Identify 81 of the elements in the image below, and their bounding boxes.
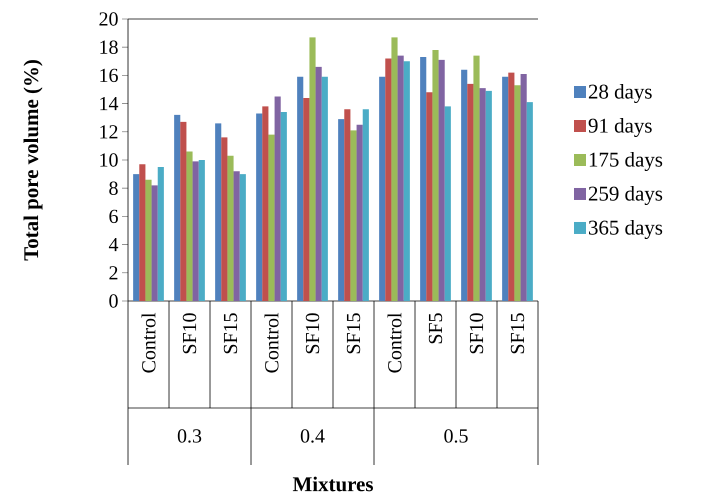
bar	[420, 57, 426, 301]
y-tick-label: 4	[108, 238, 118, 252]
legend-label: 91 days	[588, 118, 652, 138]
x-tick-label: SF15	[510, 313, 524, 354]
bar	[379, 76, 386, 301]
bar	[426, 92, 432, 301]
y-tick-label: 6	[109, 210, 118, 224]
bar	[280, 112, 287, 301]
bar	[145, 180, 152, 301]
bar	[486, 90, 492, 301]
bar	[274, 96, 281, 301]
bar	[316, 66, 322, 301]
bar	[473, 56, 480, 301]
bar	[322, 76, 328, 301]
bar	[174, 114, 180, 301]
bar	[240, 174, 246, 301]
x-tick-label: SF10	[470, 313, 484, 354]
x-tick-label: SF10	[182, 313, 196, 354]
x-tick-label: SF5	[428, 313, 442, 344]
x-tick-label: SF10	[306, 313, 320, 354]
text: 0.5	[444, 429, 468, 443]
bar	[262, 106, 268, 301]
bar	[234, 171, 240, 301]
bar	[152, 185, 158, 301]
bar	[227, 156, 234, 301]
bar	[480, 88, 486, 301]
legend-label: 28 days	[588, 84, 652, 104]
y-tick-label: 2	[109, 266, 118, 280]
legend-label: 259 days	[588, 186, 662, 206]
bar	[438, 60, 445, 301]
bar	[356, 124, 363, 301]
legend-label: 365 days	[588, 220, 662, 240]
x-tick-label: SF15	[346, 313, 360, 354]
bar	[526, 102, 533, 301]
bar	[158, 167, 164, 301]
x-axis-title: Mixtures	[292, 476, 373, 492]
bar	[398, 56, 404, 301]
bar	[444, 106, 451, 301]
bar	[432, 50, 439, 301]
bar	[344, 109, 350, 301]
bar	[186, 152, 193, 301]
bar	[520, 74, 527, 301]
text: 0.4	[300, 429, 325, 443]
bar	[256, 113, 262, 301]
bar	[215, 123, 222, 301]
y-tick-label: 16	[100, 68, 118, 82]
bar	[404, 61, 410, 301]
bar	[303, 98, 310, 301]
bar	[309, 37, 316, 301]
x-tick-label: Control	[387, 312, 402, 373]
bar	[502, 76, 508, 301]
x-tick-label: Control	[264, 312, 279, 373]
bar	[192, 161, 199, 301]
y-tick-label: 20	[99, 12, 118, 26]
x-tick-label: SF15	[224, 313, 238, 354]
bar	[514, 85, 521, 301]
bar	[362, 109, 369, 301]
y-axis-title: Total pore volume (%)	[24, 60, 42, 260]
y-tick-label: 18	[100, 40, 118, 54]
text: 0.3	[178, 429, 202, 443]
bar	[221, 137, 228, 301]
x-tick-label: Control	[141, 312, 156, 373]
bar	[467, 84, 474, 301]
bar	[461, 70, 468, 301]
bar	[385, 58, 392, 301]
bar	[297, 76, 304, 301]
bar	[350, 130, 357, 301]
bar	[391, 37, 398, 301]
y-tick-label: 12	[100, 125, 118, 138]
y-tick-label: 10	[100, 153, 118, 167]
bar	[268, 134, 275, 301]
bar	[338, 119, 344, 301]
bar	[180, 122, 186, 301]
bar	[508, 72, 514, 301]
bar	[133, 174, 140, 301]
y-tick-label: 14	[100, 97, 118, 110]
bar	[198, 160, 205, 301]
y-tick-label: 0	[109, 294, 118, 308]
legend-label: 175 days	[590, 152, 662, 172]
bar	[139, 164, 146, 301]
y-tick-label: 8	[109, 181, 118, 195]
